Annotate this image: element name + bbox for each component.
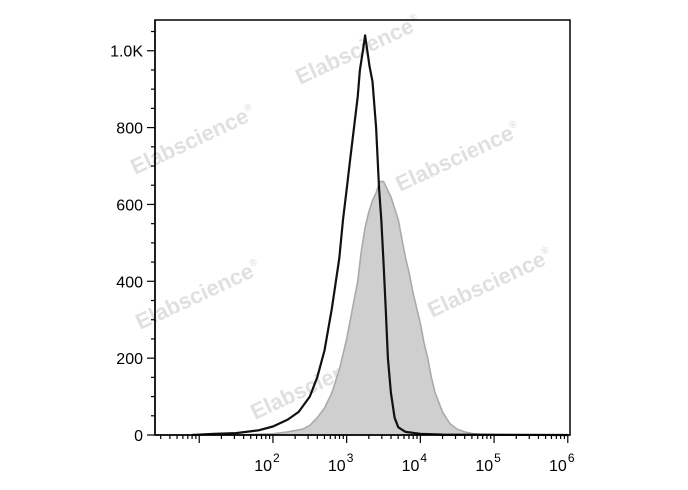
x-tick-exponent: 6: [568, 451, 575, 465]
series-line-unstained: [191, 34, 568, 437]
watermark-text: Elabscience®: [132, 255, 265, 335]
y-tick-label: 600: [116, 197, 143, 214]
x-axis: 102 103 104 105 106: [155, 434, 575, 475]
x-tick-exponent: 4: [420, 451, 427, 465]
x-tick-label: 105: [475, 451, 501, 475]
series-layer: [191, 34, 568, 437]
x-tick-label: 104: [402, 451, 428, 475]
watermark-text: Elabscience®: [127, 100, 260, 180]
y-tick-label: 0: [134, 428, 143, 445]
x-tick-label: 103: [328, 451, 354, 475]
watermark-text: Elabscience®: [392, 117, 525, 197]
x-tick-label: 102: [254, 451, 280, 475]
y-tick-label: 800: [116, 121, 143, 138]
y-tick-label: 200: [116, 351, 143, 368]
y-tick-label: 400: [116, 274, 143, 291]
watermark-registered-mark: ®: [248, 257, 260, 270]
watermark-registered-mark: ®: [243, 102, 255, 115]
y-tick-label: 1.0K: [110, 44, 143, 61]
series-area-filled: [239, 181, 568, 435]
watermark-registered-mark: ®: [540, 245, 552, 258]
series-outline-filled: [239, 180, 568, 436]
x-tick-exponent: 3: [347, 451, 354, 465]
watermark-text: Elabscience®: [424, 243, 557, 323]
watermark-registered-mark: ®: [408, 12, 420, 25]
watermark-registered-mark: ®: [508, 119, 520, 132]
x-tick-exponent: 2: [273, 451, 280, 465]
x-tick-exponent: 5: [494, 451, 501, 465]
watermark-text: Elabscience®: [292, 10, 425, 90]
y-axis: 0 200 400 600 800 1.0K: [110, 20, 156, 445]
x-tick-label: 106: [549, 451, 575, 475]
